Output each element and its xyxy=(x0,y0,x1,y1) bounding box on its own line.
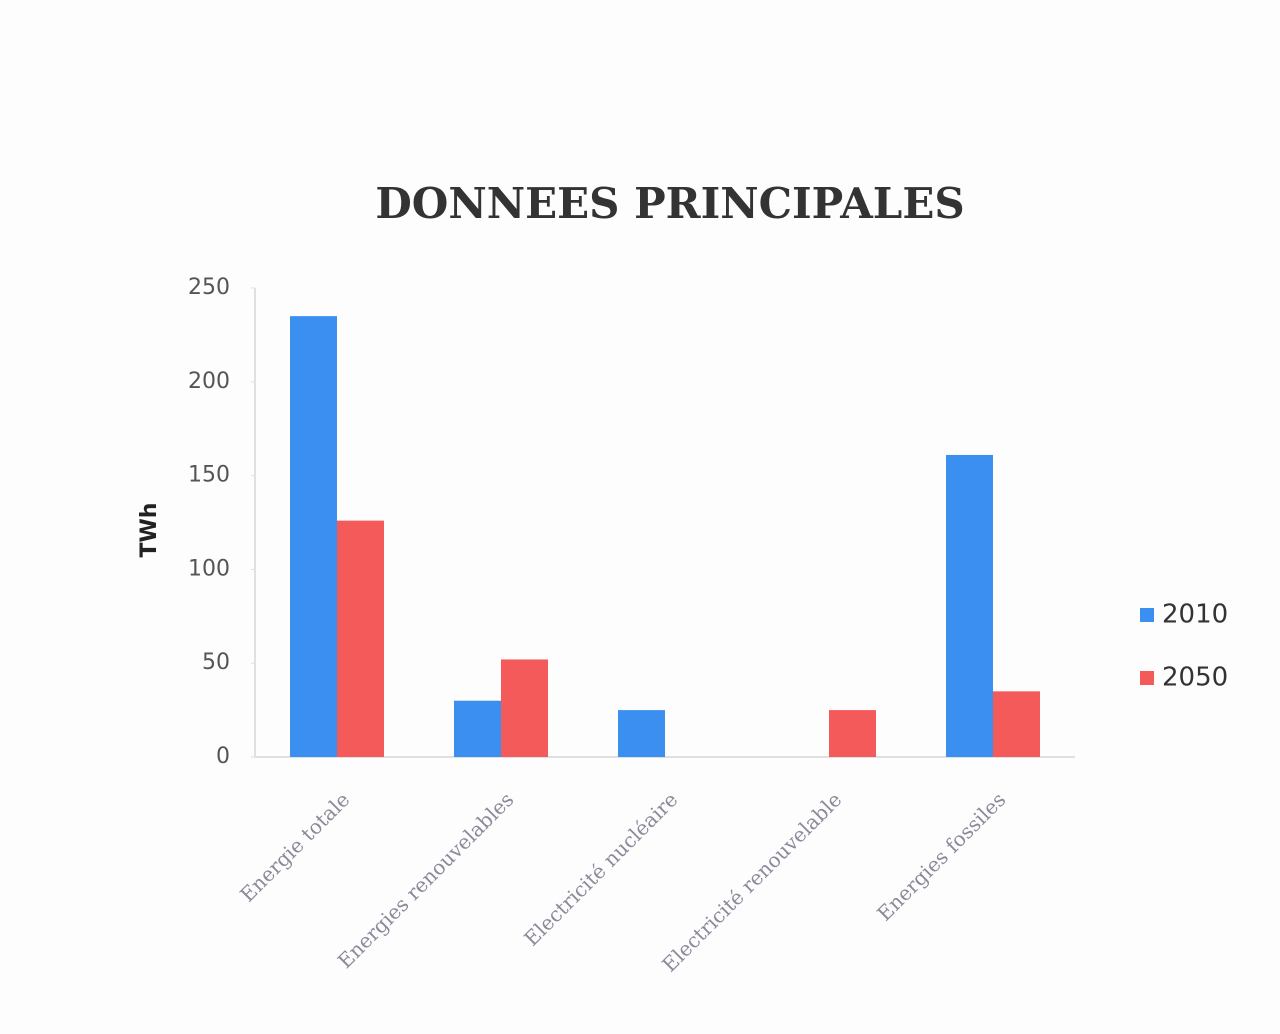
y-tick-label: 100 xyxy=(188,556,230,581)
legend-label: 2050 xyxy=(1162,663,1228,693)
x-tick-label: Energies fossiles xyxy=(872,787,1010,925)
y-tick-label: 200 xyxy=(188,369,230,394)
chart-title: DONNEES PRINCIPALES xyxy=(375,179,964,228)
legend-label: 2010 xyxy=(1162,600,1228,630)
y-tick-label: 250 xyxy=(188,275,230,300)
x-tick-label: Energies renouvelables xyxy=(333,787,519,973)
bar xyxy=(618,710,665,757)
bar xyxy=(946,454,993,757)
legend-swatch xyxy=(1140,671,1154,685)
legend-swatch xyxy=(1140,608,1154,622)
bar xyxy=(290,316,337,757)
y-tick-label: 150 xyxy=(188,463,230,488)
y-tick-label: 50 xyxy=(202,650,230,675)
bar xyxy=(501,659,548,757)
bar xyxy=(337,520,384,757)
x-tick-label: Electricité renouvelable xyxy=(657,787,846,976)
y-axis-title: TWh xyxy=(137,503,162,558)
bar xyxy=(829,710,876,757)
bar xyxy=(993,691,1040,757)
bar xyxy=(454,700,501,757)
y-tick-label: 0 xyxy=(216,744,230,769)
x-tick-label: Electricité nucléaire xyxy=(519,787,682,950)
x-tick-label: Energie totale xyxy=(235,787,354,906)
